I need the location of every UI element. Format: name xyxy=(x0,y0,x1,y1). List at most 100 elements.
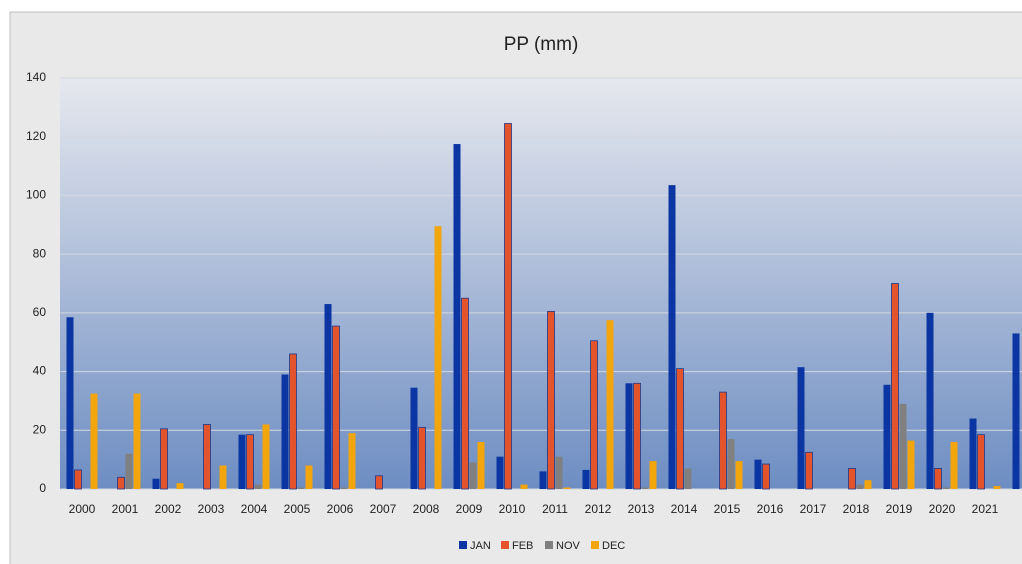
chart-title: PP (mm) xyxy=(504,34,579,55)
y-tick-label: 100 xyxy=(26,188,46,202)
bar xyxy=(477,442,485,489)
bar xyxy=(719,391,727,490)
legend-label: DEC xyxy=(602,540,625,552)
bar xyxy=(461,297,469,490)
bar xyxy=(907,440,915,489)
bar xyxy=(625,383,633,489)
bar xyxy=(160,428,168,490)
bar xyxy=(977,434,985,490)
x-tick-label: 2004 xyxy=(241,502,268,516)
bar xyxy=(125,453,133,489)
legend-swatch xyxy=(545,541,553,549)
bar xyxy=(899,403,907,489)
bar xyxy=(410,387,418,489)
bar xyxy=(90,393,98,489)
bar xyxy=(735,461,743,489)
x-tick-label: 2020 xyxy=(929,502,956,516)
bar xyxy=(563,487,571,489)
bar xyxy=(254,484,262,489)
bar xyxy=(856,484,864,489)
bar xyxy=(262,424,270,489)
bar xyxy=(324,304,332,489)
x-tick-label: 2019 xyxy=(886,502,913,516)
bar xyxy=(590,340,598,490)
bar xyxy=(606,320,614,489)
bar xyxy=(633,382,641,490)
bar xyxy=(289,353,297,490)
x-tick-label: 2017 xyxy=(800,502,827,516)
x-tick-label: 2003 xyxy=(198,502,225,516)
y-tick-label: 20 xyxy=(33,422,47,436)
bar xyxy=(649,461,657,489)
bar xyxy=(864,480,872,489)
bar xyxy=(332,325,340,490)
x-tick-label: 2010 xyxy=(499,502,526,516)
bar xyxy=(176,483,184,489)
legend-swatch xyxy=(591,541,599,549)
x-tick-label: 2008 xyxy=(413,502,440,516)
bar xyxy=(418,426,426,490)
bar xyxy=(805,451,813,490)
bar xyxy=(203,424,211,490)
bar xyxy=(281,374,289,489)
plot-area xyxy=(60,78,1022,489)
bar xyxy=(582,469,590,489)
x-tick-label: 2012 xyxy=(585,502,612,516)
bar xyxy=(950,442,958,489)
x-tick-label: 2007 xyxy=(370,502,397,516)
bar xyxy=(434,226,442,489)
bar xyxy=(496,456,504,489)
y-tick-label: 120 xyxy=(26,129,46,143)
x-tick-label: 2014 xyxy=(671,502,698,516)
bar xyxy=(66,317,74,489)
bar xyxy=(348,433,356,489)
bar xyxy=(547,310,555,490)
bar xyxy=(340,487,348,489)
bar xyxy=(133,393,141,489)
x-tick-label: 2001 xyxy=(112,502,139,516)
y-tick-label: 80 xyxy=(33,246,47,260)
legend-label: JAN xyxy=(470,540,491,552)
bar xyxy=(848,468,856,490)
bar xyxy=(969,418,977,489)
x-tick-label: 2006 xyxy=(327,502,354,516)
x-tick-label: 2013 xyxy=(628,502,655,516)
bar xyxy=(297,487,305,489)
x-tick-label: 2009 xyxy=(456,502,483,516)
bar xyxy=(152,478,160,489)
bar xyxy=(1012,333,1020,489)
bar xyxy=(676,368,684,490)
bar xyxy=(74,469,82,490)
bar xyxy=(219,465,227,489)
bar xyxy=(641,487,649,489)
bar xyxy=(727,439,735,489)
bar xyxy=(539,471,547,489)
x-tick-label: 2015 xyxy=(714,502,741,516)
bar xyxy=(934,468,942,490)
x-tick-label: 2016 xyxy=(757,502,784,516)
y-tick-label: 40 xyxy=(33,364,47,378)
legend-label: NOV xyxy=(556,540,581,552)
bar xyxy=(797,367,805,489)
bar xyxy=(453,144,461,489)
bar xyxy=(891,283,899,490)
x-tick-label: 2021 xyxy=(972,502,999,516)
bar xyxy=(926,312,934,489)
bar xyxy=(469,462,477,489)
legend-label: FEB xyxy=(512,540,533,552)
x-tick-label: 2011 xyxy=(542,502,568,516)
bar xyxy=(305,465,313,489)
bar xyxy=(375,475,383,490)
bar xyxy=(246,434,254,490)
y-tick-label: 0 xyxy=(39,481,46,495)
bar xyxy=(117,476,125,490)
x-tick-label: 2000 xyxy=(69,502,96,516)
bar xyxy=(993,486,1001,489)
x-tick-label: 2005 xyxy=(284,502,311,516)
x-tick-label: 2018 xyxy=(843,502,870,516)
legend-swatch xyxy=(501,541,509,549)
bar xyxy=(942,487,950,489)
bar xyxy=(754,459,762,489)
bar xyxy=(238,434,246,489)
